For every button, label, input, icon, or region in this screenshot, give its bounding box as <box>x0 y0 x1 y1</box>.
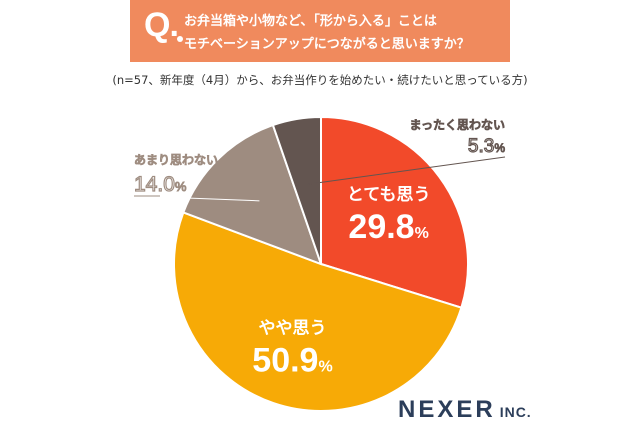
slice-label-2: あまり思わない <box>134 153 218 167</box>
brand-suffix: INC. <box>499 404 532 420</box>
question-line-2: モチベーションアップにつながると思いますか？ <box>184 37 470 52</box>
slice-value-1: 50.9% <box>252 341 332 379</box>
chart-subtitle: (n=57、新年度（4月）から、お弁当作りを始めたい・続けたいと思っている方) <box>112 73 528 87</box>
leader-line-3 <box>307 156 506 185</box>
slice-label-3: まったく思わない <box>409 118 505 132</box>
slice-label-0: とても思う <box>347 185 431 204</box>
slice-value-3: 5.3% <box>468 136 505 157</box>
slice-value-2: 14.0% <box>134 173 187 196</box>
question-banner: Q. お弁当箱や小物など、「形から入る」ことは モチベーションアップにつながると… <box>130 0 510 62</box>
brand-logo: NEXER INC. <box>398 396 532 424</box>
slice-label-1: やや思う <box>258 318 326 337</box>
pie-slice-1 <box>173 211 463 412</box>
question-mark: Q. <box>144 6 183 44</box>
pie-slice-0 <box>320 115 469 309</box>
question-line-1: お弁当箱や小物など、「形から入る」ことは <box>184 14 437 29</box>
pie-slice-2 <box>182 123 323 266</box>
leader-line-2 <box>133 195 260 202</box>
slice-value-0: 29.8% <box>348 208 428 246</box>
brand-name: NEXER <box>398 396 496 423</box>
pie-slice-3 <box>271 115 322 265</box>
